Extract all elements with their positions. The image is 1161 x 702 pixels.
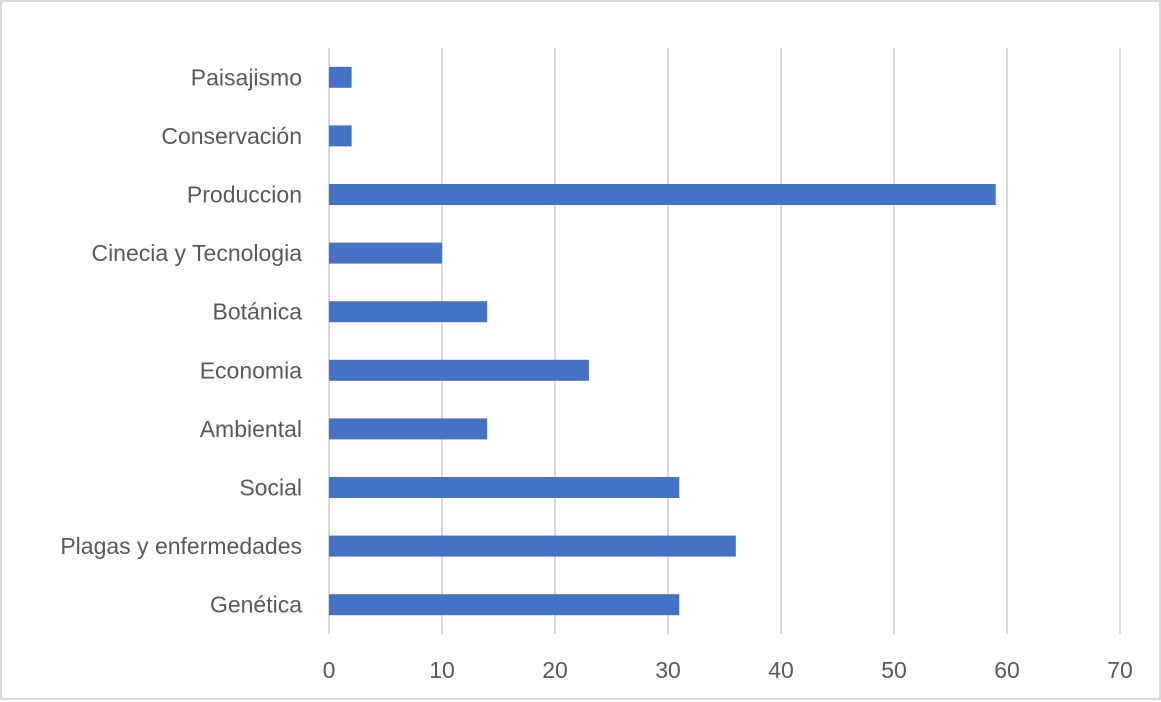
x-tick-label: 30 — [655, 657, 681, 683]
x-tick-label: 60 — [994, 657, 1020, 683]
x-tick-label: 10 — [429, 657, 455, 683]
bar — [329, 301, 488, 323]
category-label: Plagas y enfermedades — [60, 533, 302, 559]
category-label: Conservación — [161, 123, 302, 149]
category-label: Produccion — [187, 182, 302, 208]
category-label: Paisajismo — [191, 64, 302, 90]
bar — [329, 125, 352, 147]
category-label: Ambiental — [200, 416, 302, 442]
category-label: Genética — [210, 592, 302, 618]
category-label: Botánica — [212, 299, 302, 325]
x-tick-label: 40 — [768, 657, 794, 683]
bar — [329, 242, 442, 264]
category-label: Economia — [200, 357, 302, 383]
bar — [329, 418, 488, 440]
bar — [329, 184, 996, 205]
category-label: Cinecia y Tecnologia — [91, 240, 302, 266]
x-tick-labels: 0 10 20 30 40 50 60 70 — [323, 657, 1133, 683]
x-tick-label: 20 — [542, 657, 568, 683]
bar — [329, 66, 352, 88]
x-tick-label: 0 — [323, 657, 336, 683]
bar — [329, 359, 589, 381]
gridlines — [328, 48, 1121, 634]
category-label: Social — [239, 475, 302, 501]
bars — [329, 66, 996, 616]
x-tick-label: 50 — [881, 657, 907, 683]
bar — [329, 594, 680, 616]
category-labels: Paisajismo Conservación Produccion Cinecia … — [60, 64, 302, 617]
bar — [329, 477, 680, 498]
x-tick-label: 70 — [1107, 657, 1133, 683]
bar — [329, 535, 736, 557]
